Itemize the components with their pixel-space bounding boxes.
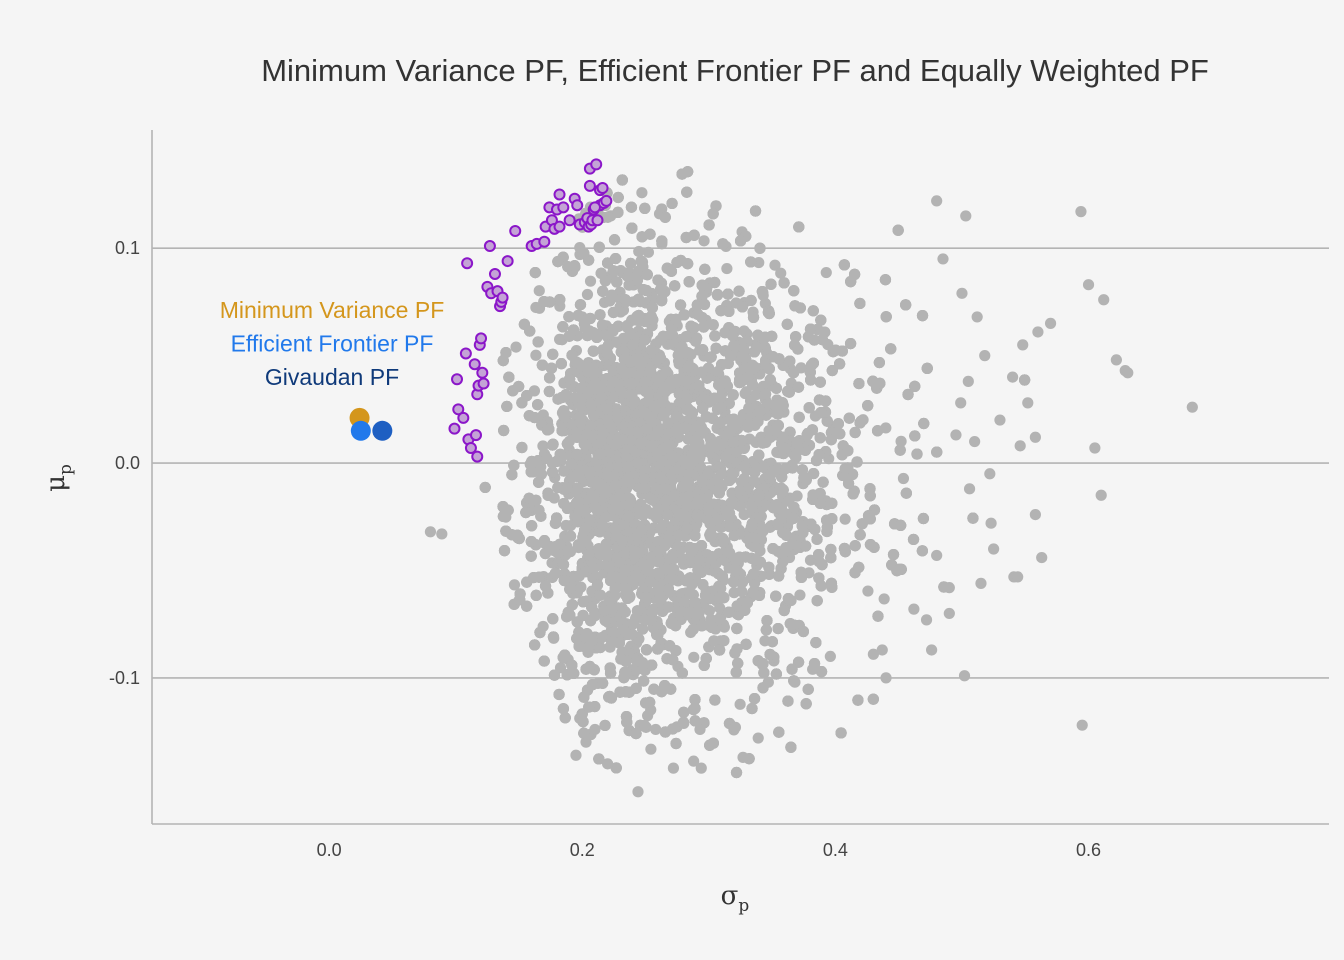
random-portfolio-point — [878, 593, 890, 605]
x-tick-label: 0.4 — [823, 840, 848, 860]
random-portfolio-point — [581, 288, 594, 301]
chart-title: Minimum Variance PF, Efficient Frontier … — [261, 53, 1209, 88]
random-portfolio-point — [794, 589, 806, 601]
random-portfolio-point — [533, 285, 545, 297]
y-tick-label: 0.1 — [115, 238, 140, 258]
random-portfolios — [424, 166, 1198, 798]
random-portfolio-point — [584, 275, 597, 287]
random-portfolio-point — [753, 256, 765, 269]
random-portfolio-point — [721, 262, 733, 275]
random-portfolio-point — [642, 246, 655, 258]
random-portfolio-point — [769, 259, 781, 271]
random-portfolio-point — [508, 579, 521, 591]
random-portfolio-point — [897, 472, 910, 485]
random-portfolio-point — [554, 662, 567, 674]
random-portfolio-point — [560, 519, 572, 532]
random-portfolio-point — [895, 435, 907, 447]
random-portfolio-point — [950, 429, 962, 441]
x-tick-label: 0.2 — [570, 840, 595, 860]
random-portfolio-point — [839, 513, 851, 525]
random-portfolio-point — [688, 651, 700, 663]
random-portfolio-point — [510, 341, 522, 353]
random-portfolio-point — [862, 585, 874, 597]
y-tick-label: 0.0 — [115, 453, 140, 473]
y-tick-label: -0.1 — [109, 668, 140, 688]
random-portfolio-point — [703, 605, 716, 617]
random-portfolio-point — [734, 698, 746, 710]
x-tick-label: 0.0 — [317, 840, 342, 860]
x-tick-label: 0.6 — [1076, 840, 1101, 860]
random-portfolio-point — [633, 245, 645, 258]
random-portfolio-point — [775, 267, 787, 279]
axes — [151, 130, 1329, 825]
random-portfolio-point — [804, 554, 817, 566]
random-portfolio-point — [688, 755, 700, 767]
random-portfolio-point — [530, 349, 542, 361]
random-portfolio-point — [791, 490, 803, 502]
tick-labels: 0.0 0.2 0.4 0.6 -0.1 0.0 0.1 — [109, 238, 1101, 860]
random-portfolio-point — [820, 266, 832, 279]
random-portfolio-point — [636, 187, 648, 199]
random-portfolio-point — [645, 743, 657, 755]
random-portfolio-point — [698, 235, 710, 247]
